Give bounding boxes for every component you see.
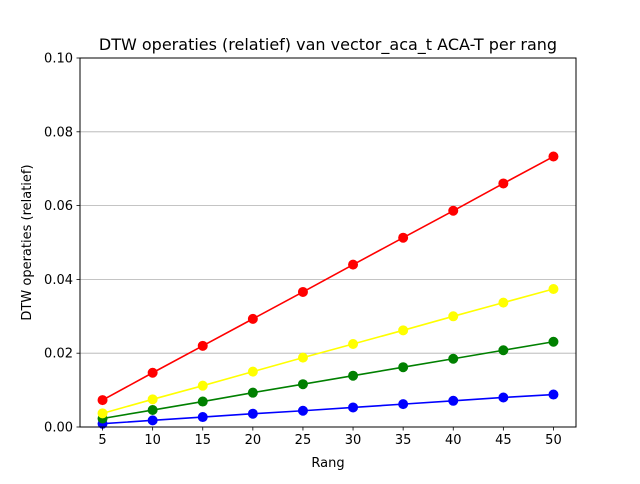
data-point [398, 399, 409, 410]
x-tick-label: 25 [295, 433, 312, 448]
y-tick-label: 0.10 [44, 52, 73, 67]
data-point [348, 370, 359, 381]
data-point [197, 396, 208, 407]
data-point [197, 340, 208, 351]
x-tick-label: 10 [144, 433, 161, 448]
series-line [102, 393, 554, 425]
series-line [102, 155, 554, 401]
data-point [448, 395, 459, 406]
data-point [548, 336, 559, 347]
x-tick-label: 20 [245, 433, 262, 448]
plot-area-frame [79, 57, 577, 428]
data-point [247, 387, 258, 398]
x-tick-label: 50 [545, 433, 562, 448]
data-point [147, 405, 158, 416]
series-layer [97, 151, 559, 429]
data-point [147, 394, 158, 405]
series-4 [97, 151, 559, 406]
y-tick-label: 0.04 [44, 273, 73, 288]
series-line [102, 288, 554, 415]
data-point [297, 405, 308, 416]
data-point [498, 297, 509, 308]
y-tick-label: 0.06 [44, 199, 73, 214]
data-point [147, 415, 158, 426]
data-point [348, 259, 359, 270]
data-point [448, 353, 459, 364]
x-axis: 5 10 15 20 25 30 35 40 45 50 [98, 427, 562, 448]
data-point [398, 362, 409, 373]
x-tick-label: 5 [98, 433, 106, 448]
data-point [498, 392, 509, 403]
chart-title: DTW operaties (relatief) van vector_aca_… [99, 35, 557, 55]
data-point [297, 352, 308, 363]
data-point [498, 178, 509, 189]
data-point [247, 366, 258, 377]
x-axis-label: Rang [311, 456, 344, 471]
x-tick-label: 40 [445, 433, 462, 448]
data-point [247, 408, 258, 419]
data-point [147, 367, 158, 378]
y-tick-label: 0.00 [44, 421, 73, 436]
data-point [448, 205, 459, 216]
data-point [548, 389, 559, 400]
data-point [448, 311, 459, 322]
series-1 [97, 389, 559, 429]
data-point [548, 283, 559, 294]
series-3 [97, 283, 559, 419]
data-point [398, 232, 409, 243]
data-point [297, 286, 308, 297]
x-tick-label: 15 [194, 433, 211, 448]
data-point [247, 313, 258, 324]
data-point [548, 151, 559, 162]
x-tick-label: 35 [395, 433, 412, 448]
data-point [297, 379, 308, 390]
y-axis-label: DTW operaties (relatief) [20, 164, 35, 320]
data-point [97, 408, 108, 419]
data-point [197, 380, 208, 391]
data-point [197, 412, 208, 423]
data-point [348, 402, 359, 413]
data-point [97, 395, 108, 406]
data-point [498, 345, 509, 356]
y-axis: 0.00 0.02 0.04 0.06 0.08 0.10 [44, 52, 80, 436]
series-line [102, 340, 554, 420]
data-point [398, 325, 409, 336]
y-tick-label: 0.02 [44, 347, 73, 362]
data-point [348, 338, 359, 349]
y-tick-label: 0.08 [44, 125, 73, 140]
x-tick-label: 30 [345, 433, 362, 448]
x-tick-label: 45 [495, 433, 512, 448]
